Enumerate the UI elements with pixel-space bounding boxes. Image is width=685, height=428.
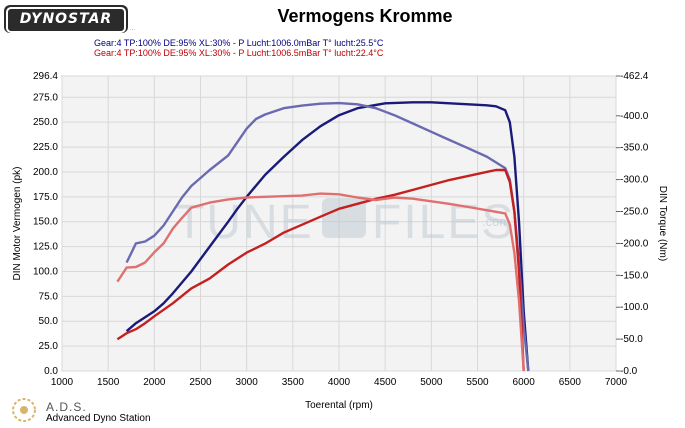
x-tick-label: 3000 <box>236 377 259 388</box>
y2-tick-label: -0.0 <box>620 366 638 377</box>
chart-title: Vermogens Kromme <box>277 6 453 26</box>
watermark-suffix: .com <box>482 214 510 229</box>
y2-tick-label: -250.0 <box>620 207 649 218</box>
y-tick-label: 200.0 <box>33 167 58 178</box>
x-tick-label: 2000 <box>143 377 166 388</box>
x-tick-label: 4500 <box>374 377 397 388</box>
y-tick-label: 25.0 <box>39 341 59 352</box>
x-tick-label: 6000 <box>513 377 536 388</box>
y2-tick-label: -100.0 <box>620 302 649 313</box>
run1-conditions: Gear:4 TP:100% DE:95% XL:30% - P Lucht:1… <box>94 38 384 48</box>
x-tick-label: 5000 <box>420 377 443 388</box>
logo-text: DYNOSTAR <box>6 7 126 33</box>
series-line-run1-power <box>125 101 530 372</box>
y-tick-label: 0.0 <box>44 366 58 377</box>
y-tick-label: 150.0 <box>33 217 58 228</box>
x-tick-label: 7000 <box>605 377 628 388</box>
logo-subtext: ... <box>130 26 136 32</box>
y2-tick-label: -200.0 <box>620 238 649 249</box>
y-tick-label: 175.0 <box>33 192 58 203</box>
ads-subtitle: Advanced Dyno Station <box>46 413 151 424</box>
series-line-run2-power <box>116 168 525 372</box>
x-axis-label: Toerental (rpm) <box>305 400 373 411</box>
y-tick-label: 275.0 <box>33 92 58 103</box>
y2-tick-label: -50.0 <box>620 334 643 345</box>
y2-tick-label: -300.0 <box>620 175 649 186</box>
y2-tick-label: -462.4 <box>620 71 649 82</box>
x-tick-label: 5500 <box>466 377 489 388</box>
y-tick-label: 225.0 <box>33 142 58 153</box>
y-axis-label: DIN Motor Vermogen (pk) <box>12 167 23 281</box>
y-tick-label: 100.0 <box>33 266 58 277</box>
y2-axis-label: DIN Torque (Nm) <box>657 186 668 261</box>
y-tick-label: 250.0 <box>33 117 58 128</box>
run2-conditions: Gear:4 TP:100% DE:95% XL:30% - P Lucht:1… <box>94 48 384 58</box>
ads-logo-icon <box>12 398 36 422</box>
y-tick-label: 75.0 <box>39 291 59 302</box>
dynostar-logo: DYNOSTAR <box>4 5 128 33</box>
ads-title: A.D.S. <box>46 400 87 414</box>
x-tick-label: 1500 <box>97 377 120 388</box>
x-tick-label: 3500 <box>282 377 305 388</box>
x-tick-label: 6500 <box>559 377 582 388</box>
series-line-run2-torque <box>116 192 525 372</box>
y-tick-label: 50.0 <box>39 316 59 327</box>
watermark-text-right: FILES <box>372 196 515 249</box>
y2-tick-label: -350.0 <box>620 143 649 154</box>
y-tick-label: 296.4 <box>33 71 58 82</box>
watermark-car-icon <box>322 198 366 238</box>
x-tick-label: 1000 <box>51 377 74 388</box>
series-line-run1-torque <box>125 101 530 372</box>
x-tick-label: 4000 <box>328 377 351 388</box>
y-tick-label: 125.0 <box>33 242 58 253</box>
watermark-text-left: TUNE <box>175 196 314 249</box>
x-tick-label: 2500 <box>189 377 212 388</box>
y2-tick-label: -150.0 <box>620 270 649 281</box>
y2-tick-label: -400.0 <box>620 111 649 122</box>
